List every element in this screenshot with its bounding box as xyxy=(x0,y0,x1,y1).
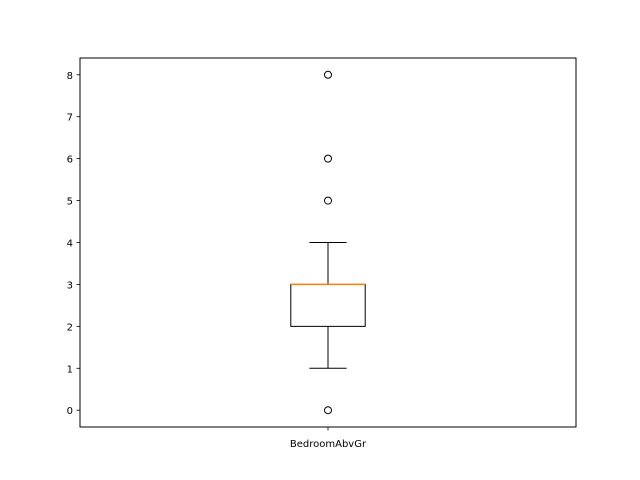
y-axis: 0 1 2 3 4 5 6 7 8 xyxy=(67,71,80,417)
y-tick-label: 3 xyxy=(67,280,73,291)
outlier-point xyxy=(324,70,332,79)
y-tick-label: 8 xyxy=(67,71,73,82)
x-tick-label: BedroomAbvGr xyxy=(290,439,367,450)
plot-area xyxy=(290,70,366,415)
axes-frame xyxy=(79,57,577,428)
x-axis: BedroomAbvGr xyxy=(290,427,367,450)
y-tick-label: 5 xyxy=(67,197,73,208)
outlier-point xyxy=(324,154,332,163)
y-tick-label: 0 xyxy=(67,406,73,417)
y-tick-label: 2 xyxy=(67,322,73,333)
outlier-point xyxy=(324,196,332,205)
y-tick-label: 7 xyxy=(67,113,73,124)
y-tick-label: 6 xyxy=(67,155,73,166)
y-tick-label: 4 xyxy=(67,239,73,250)
outlier-point xyxy=(324,406,332,415)
y-tick-label: 1 xyxy=(67,364,73,375)
